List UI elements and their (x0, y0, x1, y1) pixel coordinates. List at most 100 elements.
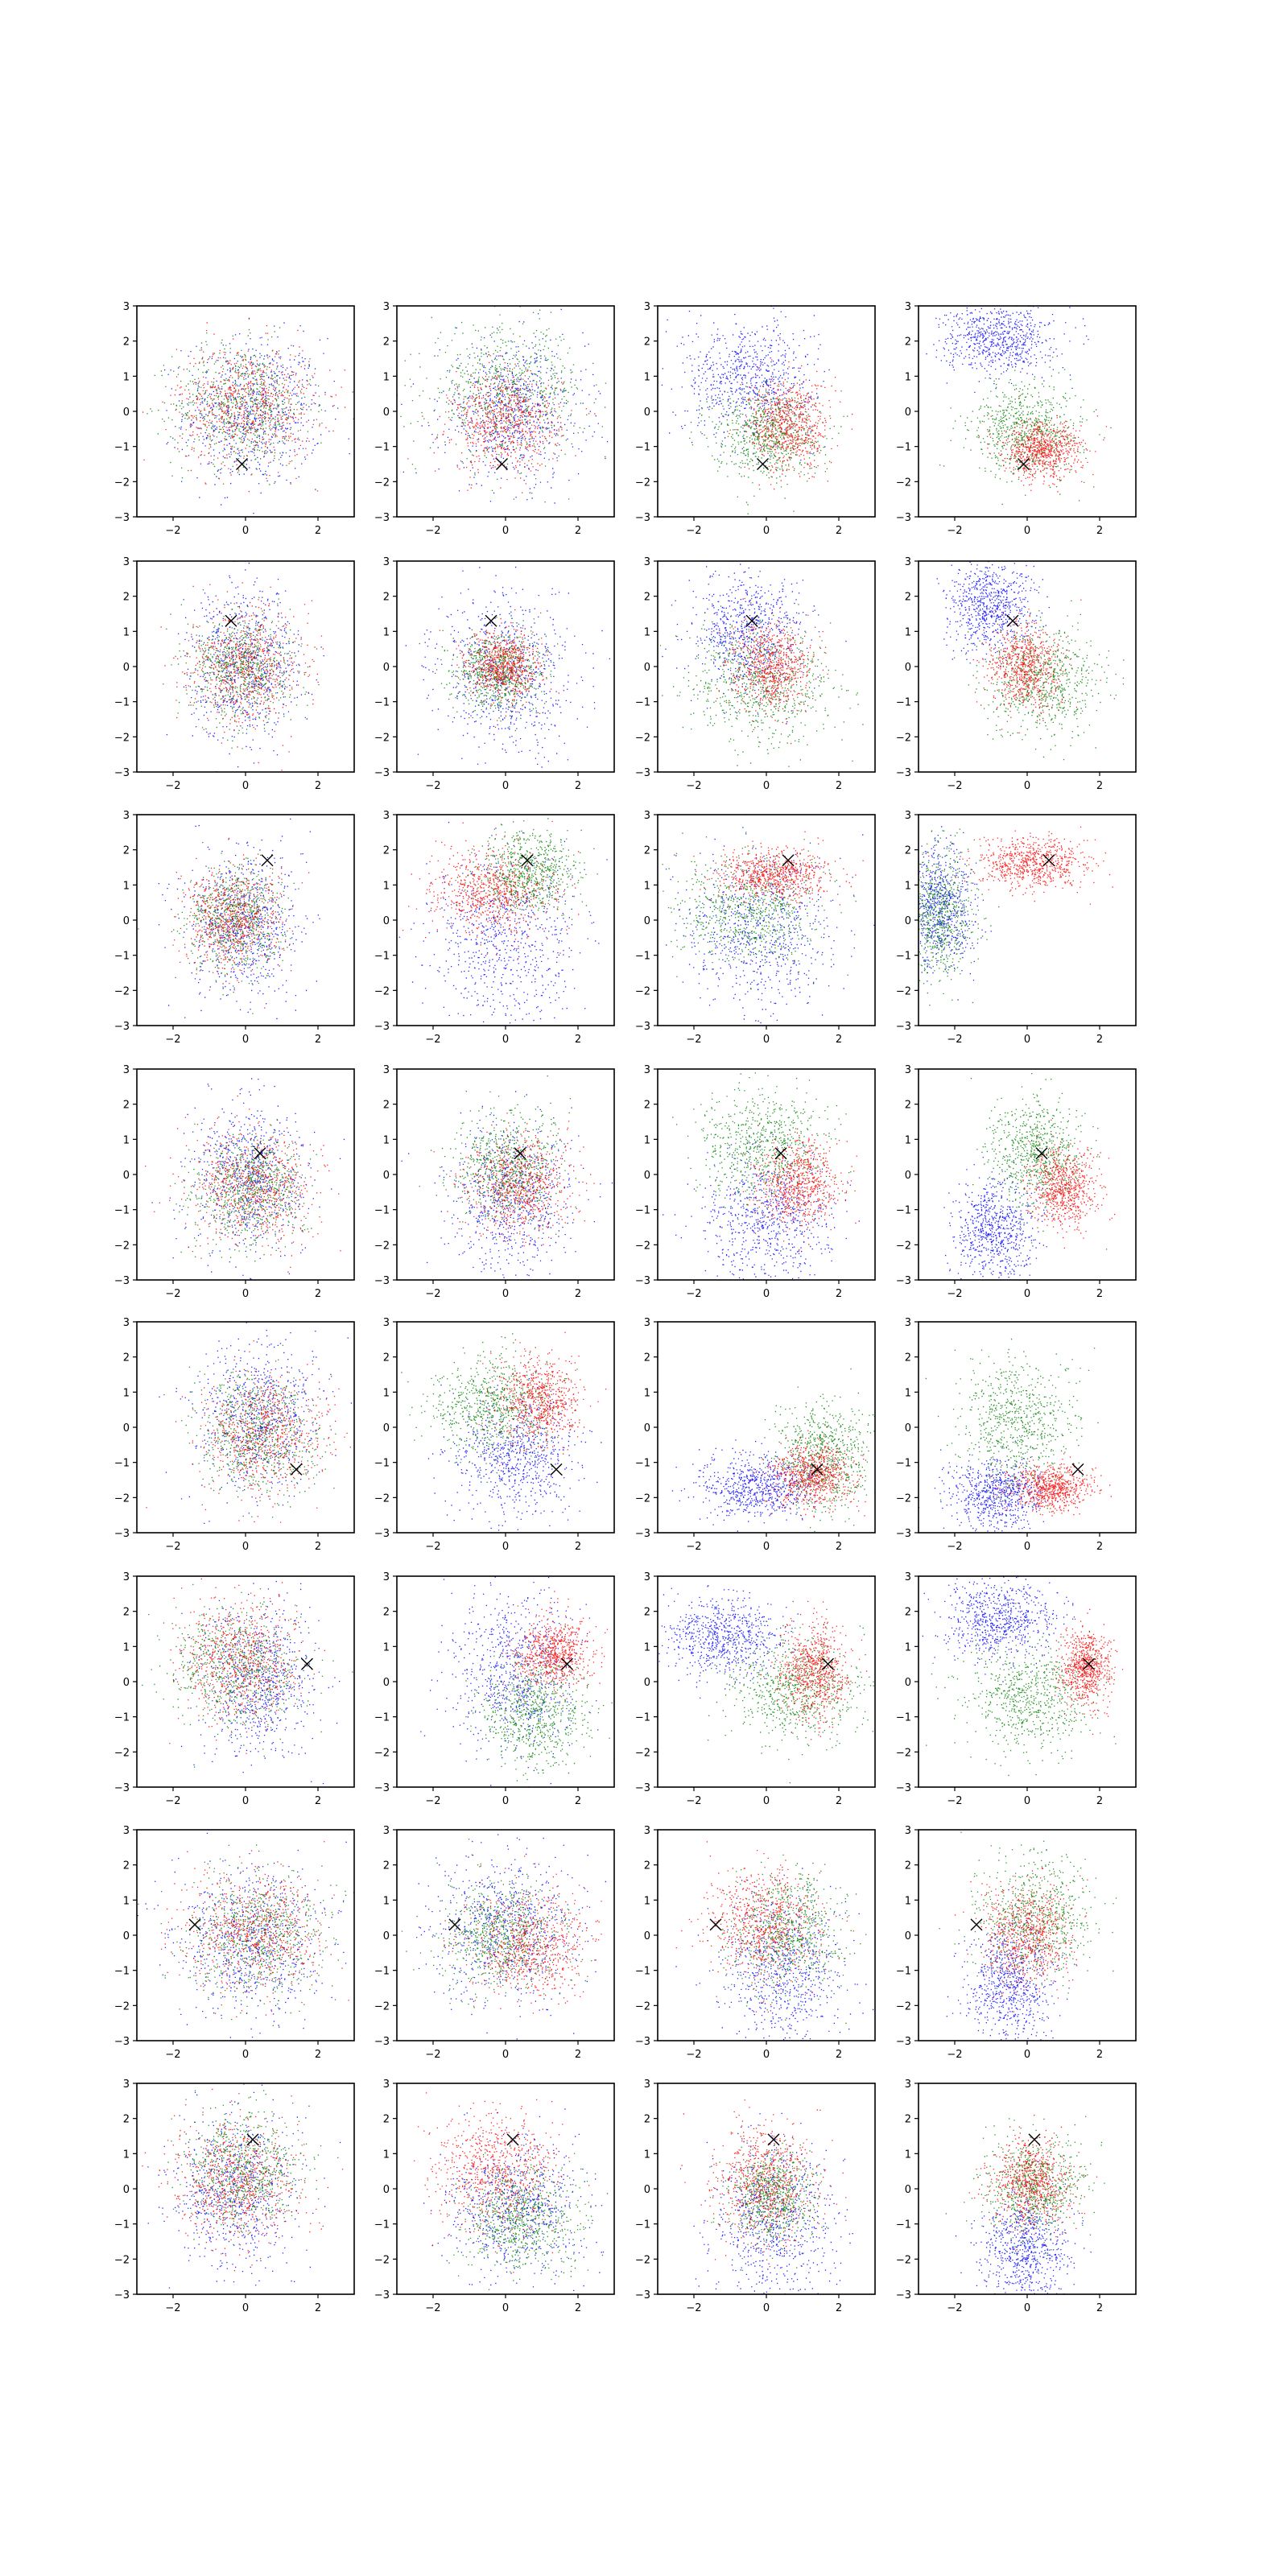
x-tick-label: 0 (502, 1288, 509, 1300)
y-tick-label: −2 (374, 1747, 390, 1759)
y-tick-label: −2 (374, 985, 390, 997)
y-tick-label: −2 (114, 477, 130, 489)
y-tick-label: 0 (123, 915, 130, 927)
red-scatter (928, 826, 1113, 905)
y-tick-label: −2 (374, 477, 390, 489)
y-tick-label: 2 (905, 845, 911, 857)
blue-points (398, 821, 614, 1024)
y-tick-label: −1 (114, 1966, 130, 1978)
green-points (401, 1839, 592, 2008)
y-tick-label: −1 (114, 1712, 130, 1724)
green-scatter (401, 1333, 578, 1483)
y-tick-label: 2 (905, 1100, 911, 1112)
y-tick-label: 0 (644, 1170, 650, 1182)
y-tick-label: −1 (896, 1458, 911, 1470)
y-tick-label: 1 (123, 1641, 130, 1653)
y-tick-label: 0 (644, 1677, 650, 1689)
y-tick-label: 3 (644, 2079, 650, 2091)
x-tick-label: 2 (315, 525, 321, 537)
y-tick-label: 0 (123, 2184, 130, 2196)
y-tick-label: −3 (374, 1275, 390, 1287)
y-tick-label: 1 (905, 371, 911, 383)
y-tick-label: −2 (374, 732, 390, 744)
x-tick-label: 2 (315, 2049, 321, 2061)
y-tick-label: −1 (635, 2219, 650, 2231)
x-tick-label: 0 (242, 1541, 249, 1553)
x-marker (246, 2133, 259, 2146)
x-tick-label: 2 (575, 2049, 581, 2061)
x-marker (550, 1463, 563, 1476)
x-marker (767, 2133, 780, 2146)
subplot-r7-c3: −2 0 2 −3 −2 −1 0 1 2 3 (635, 1825, 876, 2061)
y-tick-label: 1 (644, 880, 650, 892)
blue-scatter (926, 306, 1089, 393)
subplot-r8-c4: −2 0 2 −3 −2 −1 0 1 2 3 (896, 2079, 1137, 2314)
green-points (138, 1844, 347, 2026)
subplot-r8-c2: −2 0 2 −3 −2 −1 0 1 2 3 (374, 2079, 615, 2314)
subplot-r1-c1: −2 0 2 −3 −2 −1 0 1 2 3 (114, 301, 355, 537)
y-tick-label: 2 (123, 1860, 130, 1872)
y-tick-label: −3 (635, 1782, 650, 1794)
x-tick-label: −2 (165, 1541, 180, 1553)
red-scatter (478, 1331, 607, 1467)
y-tick-label: 3 (905, 301, 911, 313)
y-tick-label: −1 (114, 1458, 130, 1470)
red-points (928, 826, 1113, 905)
red-scatter (739, 1426, 866, 1518)
subplot-r1-c3: −2 0 2 −3 −2 −1 0 1 2 3 (635, 301, 876, 537)
y-tick-label: 0 (383, 407, 390, 419)
y-tick-label: 3 (905, 1317, 911, 1329)
y-tick-label: −2 (635, 1492, 650, 1505)
y-tick-label: 0 (905, 2184, 911, 2196)
x-marker (1035, 1147, 1048, 1160)
y-tick-label: −1 (114, 951, 130, 963)
blue-scatter (151, 1078, 345, 1280)
y-tick-label: 1 (905, 1641, 911, 1653)
red-points (443, 1854, 602, 2014)
x-tick-label: 0 (502, 1795, 509, 1807)
x-marker (448, 1918, 461, 1931)
subplot-r3-c1: −2 0 2 −3 −2 −1 0 1 2 3 (114, 810, 355, 1046)
y-tick-label: 2 (905, 2114, 911, 2126)
x-tick-label: 2 (575, 2302, 581, 2314)
y-tick-label: −3 (635, 2036, 650, 2048)
y-tick-label: −2 (896, 2254, 911, 2266)
y-tick-label: 3 (905, 556, 911, 568)
green-points (419, 617, 560, 732)
x-tick-label: 2 (575, 1541, 581, 1553)
y-tick-label: −2 (896, 2000, 911, 2013)
y-tick-label: 3 (123, 1571, 130, 1583)
x-tick-label: 2 (315, 780, 321, 792)
red-points (478, 1331, 607, 1467)
x-tick-label: 0 (242, 1034, 249, 1046)
y-tick-label: −2 (635, 732, 650, 744)
y-tick-label: −1 (114, 2219, 130, 2231)
y-tick-label: −1 (635, 1458, 650, 1470)
y-tick-label: 3 (123, 1317, 130, 1329)
y-tick-label: −3 (896, 1782, 911, 1794)
y-tick-label: 0 (383, 1930, 390, 1942)
green-points (163, 589, 320, 749)
green-scatter (659, 597, 864, 767)
y-tick-label: 2 (905, 1607, 911, 1619)
blue-points (943, 1157, 1053, 1280)
y-tick-label: 3 (123, 1064, 130, 1076)
y-tick-label: −3 (374, 1021, 390, 1033)
x-marker (757, 458, 769, 470)
y-tick-label: 1 (905, 1387, 911, 1399)
x-tick-label: 2 (1096, 1034, 1103, 1046)
x-tick-label: 0 (1024, 1795, 1030, 1807)
y-tick-label: 0 (905, 915, 911, 927)
y-tick-label: −2 (896, 732, 911, 744)
x-tick-label: 0 (763, 780, 770, 792)
y-tick-label: −2 (114, 2254, 130, 2266)
x-tick-label: 2 (1096, 1541, 1103, 1553)
y-tick-label: −2 (635, 1747, 650, 1759)
y-tick-label: −3 (896, 1528, 911, 1540)
y-tick-label: 0 (644, 407, 650, 419)
y-tick-label: −3 (896, 2036, 911, 2048)
subplot-r4-c2: −2 0 2 −3 −2 −1 0 1 2 3 (374, 1064, 615, 1300)
y-tick-label: 1 (905, 1895, 911, 1907)
x-tick-label: 2 (836, 1034, 842, 1046)
y-tick-label: −1 (374, 1966, 390, 1978)
